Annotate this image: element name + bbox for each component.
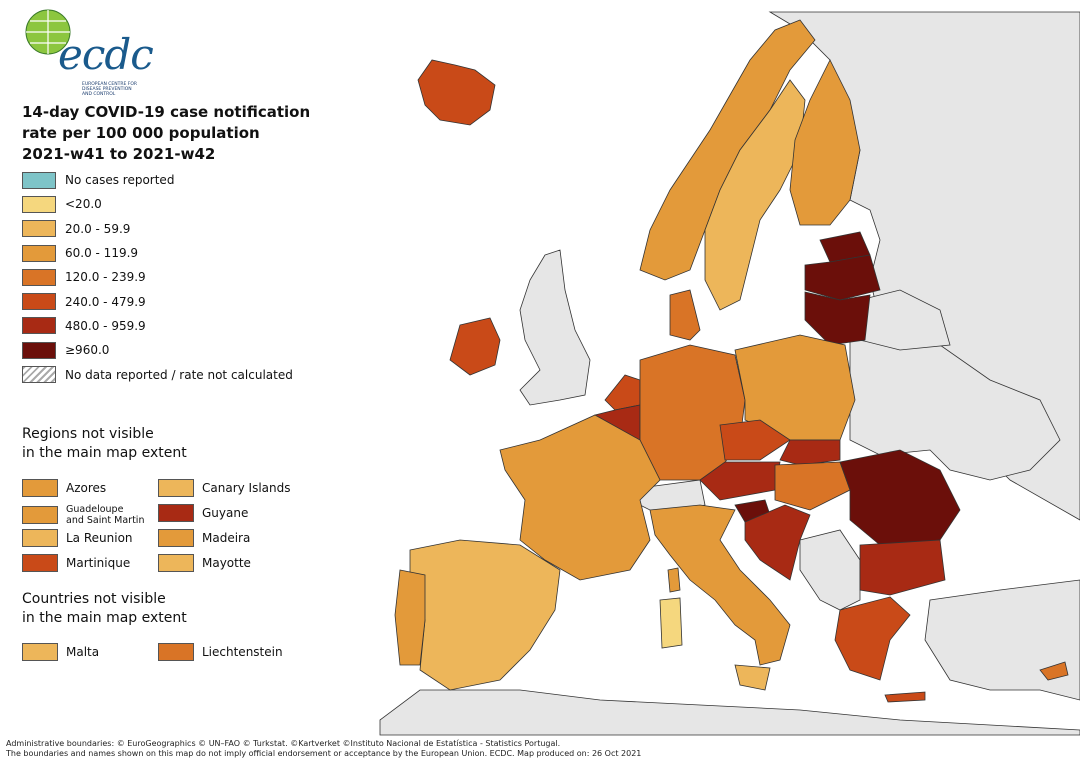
region-swatch [22, 479, 58, 497]
finland-country [789, 59, 861, 226]
legend-swatch [22, 293, 56, 311]
globe-icon [25, 9, 71, 55]
region-label: Mayotte [202, 555, 251, 570]
region-swatch [158, 504, 194, 522]
netherlands-country [604, 374, 641, 411]
latvia-country [804, 254, 881, 301]
slovakia-country [779, 439, 841, 466]
italy-country [649, 504, 791, 666]
denmark-country [669, 289, 701, 341]
ecdc-logo: ecdc EUROPEAN CENTRE FOR DISEASE PREVENT… [18, 6, 154, 97]
legend: No cases reported <20.0 20.0 - 59.9 60.0 - … [22, 168, 293, 387]
region-legend-item: Liechtenstein [158, 643, 283, 661]
uk-region [519, 249, 591, 406]
crete-region [884, 691, 926, 703]
region-legend-item: Guadeloupe and Saint Martin [22, 504, 144, 526]
corsica-region [667, 567, 681, 593]
region-legend-item: Madeira [158, 529, 250, 547]
region-swatch [22, 554, 58, 572]
region-swatch [22, 643, 58, 661]
legend-row: 60.0 - 119.9 [22, 241, 293, 265]
region-swatch [22, 529, 58, 547]
ireland-region [449, 317, 501, 376]
legend-swatch [22, 317, 56, 335]
region-legend-item: Canary Islands [158, 479, 291, 497]
logo-text: ecdc [58, 30, 154, 79]
legend-swatch [22, 195, 56, 213]
iceland-region [417, 59, 496, 126]
legend-label: ≥960.0 [65, 343, 110, 358]
sweden-country [704, 79, 806, 311]
countries-section-title: Countries not visible in the main map ex… [22, 591, 187, 626]
legend-label: 60.0 - 119.9 [65, 246, 139, 261]
region-swatch [158, 479, 194, 497]
legend-row: 240.0 - 479.9 [22, 289, 293, 313]
legend-row: 480.0 - 959.9 [22, 314, 293, 338]
region-legend-item: La Reunion [22, 529, 133, 547]
legend-swatch [22, 244, 56, 262]
map-title: 14-day COVID-19 case notification rate p… [22, 103, 311, 163]
regions-section-title: Regions not visible in the main map exte… [22, 426, 187, 461]
legend-swatch [22, 341, 56, 359]
legend-swatch [22, 220, 56, 238]
legend-label: 240.0 - 479.9 [65, 294, 146, 309]
north-africa-region [379, 689, 1080, 736]
region-swatch [158, 554, 194, 572]
region-label: Azores [66, 480, 107, 495]
romania-country [839, 449, 961, 546]
france-country [499, 414, 661, 581]
region-swatch [158, 529, 194, 547]
region-swatch [22, 506, 58, 524]
region-legend-item: Azores [22, 479, 106, 497]
turkey-region [924, 579, 1080, 701]
bulgaria-country [859, 539, 946, 596]
legend-row: No cases reported [22, 168, 293, 192]
legend-swatch [22, 366, 56, 384]
legend-label: No data reported / rate not calculated [65, 367, 293, 382]
balkans-nonEU-region [799, 529, 861, 611]
legend-label: No cases reported [65, 173, 175, 188]
croatia-country [744, 504, 811, 581]
region-legend-item: Mayotte [158, 554, 251, 572]
region-label: Guyane [202, 505, 249, 520]
region-label: Liechtenstein [202, 644, 283, 659]
legend-row: 120.0 - 239.9 [22, 265, 293, 289]
lithuania-country [804, 291, 871, 346]
sicily-region [734, 664, 771, 691]
legend-label: 480.0 - 959.9 [65, 318, 146, 333]
legend-label: 20.0 - 59.9 [65, 221, 131, 236]
region-label: Malta [66, 644, 100, 659]
logo-subtext: EUROPEAN CENTRE FOR DISEASE PREVENTION A… [82, 82, 137, 97]
legend-label: <20.0 [65, 197, 102, 212]
legend-swatch [22, 171, 56, 189]
hungary-country [774, 461, 851, 511]
sardinia-region [659, 597, 683, 649]
cyprus-country [1039, 661, 1069, 681]
region-label: Canary Islands [202, 480, 291, 495]
portugal-country [394, 569, 426, 666]
legend-label: 120.0 - 239.9 [65, 270, 146, 285]
region-legend-item: Guyane [158, 504, 248, 522]
legend-row: <20.0 [22, 192, 293, 216]
region-label: Madeira [202, 530, 251, 545]
legend-swatch [22, 268, 56, 286]
norway-country [639, 19, 816, 281]
legend-row: No data reported / rate not calculated [22, 362, 293, 386]
czechia-country [719, 419, 791, 461]
region-label: La Reunion [66, 530, 133, 545]
ukraine-region [849, 339, 1061, 481]
greece-country [834, 596, 911, 681]
legend-row: 20.0 - 59.9 [22, 217, 293, 241]
spain-country [409, 539, 561, 691]
region-label: Martinique [66, 555, 131, 570]
region-legend-item: Malta [22, 643, 99, 661]
region-swatch [158, 643, 194, 661]
footer-attribution: Administrative boundaries: © EuroGeograp… [6, 739, 642, 758]
region-legend-item: Martinique [22, 554, 130, 572]
region-label: Guadeloupe and Saint Martin [66, 504, 145, 526]
legend-row: ≥960.0 [22, 338, 293, 362]
